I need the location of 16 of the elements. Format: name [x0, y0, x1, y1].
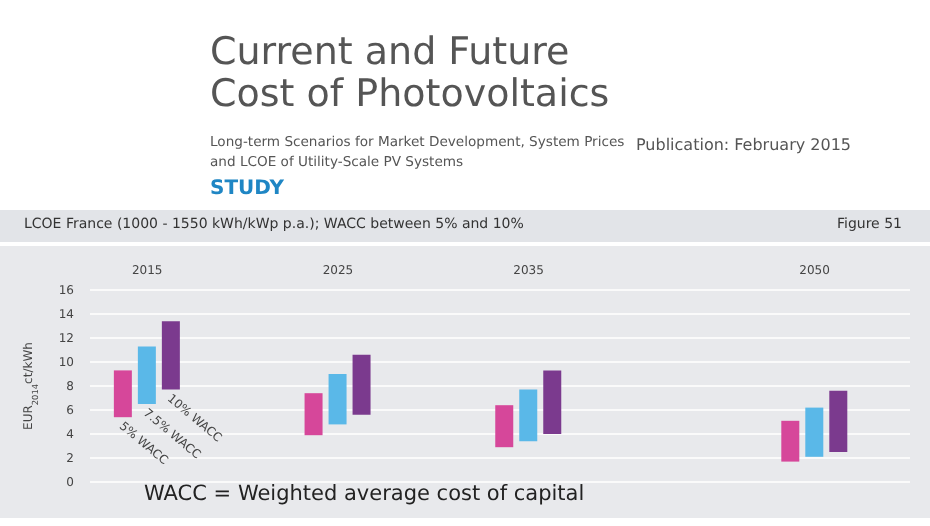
bar — [543, 370, 562, 434]
bar — [328, 374, 347, 425]
bar — [304, 393, 323, 436]
annotation: WACC = Weighted average cost of capital — [144, 482, 585, 506]
bar — [161, 321, 180, 390]
bar — [113, 370, 132, 418]
text: STUDY — [210, 178, 284, 200]
bar — [829, 390, 848, 452]
bar — [137, 346, 156, 404]
bar — [495, 405, 514, 448]
bar — [805, 407, 824, 457]
text: Current and Future Cost of Photovoltaics — [210, 30, 612, 116]
text: Publication: February 2015 — [636, 136, 851, 154]
bar — [781, 420, 800, 462]
bar — [519, 389, 538, 442]
bar — [352, 354, 371, 415]
